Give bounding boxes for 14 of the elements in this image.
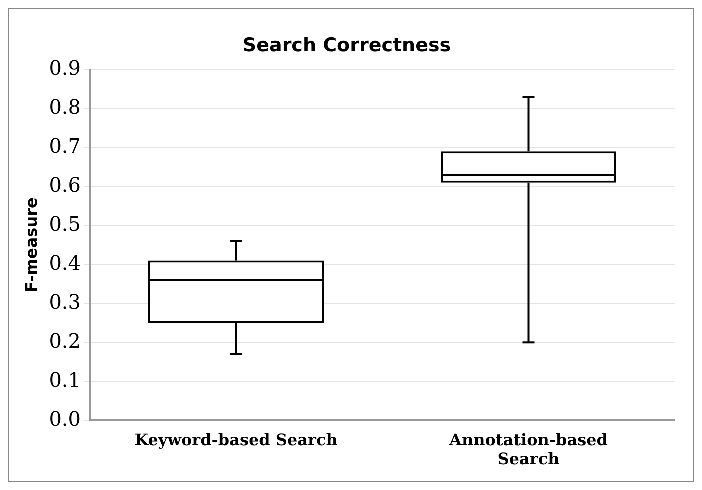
y-axis-title: F-measure	[22, 198, 41, 293]
y-tick-label: 0.4	[49, 250, 82, 275]
x-tick-label: Keyword-based Search	[134, 430, 338, 450]
y-tick-label: 0.8	[49, 94, 82, 119]
y-tick-label: 0.0	[49, 406, 82, 431]
chart-title: Search Correctness	[242, 34, 452, 56]
y-tick-label: 0.2	[49, 328, 82, 353]
y-tick-label: 0.7	[49, 134, 82, 158]
y-tick-label: 0.6	[49, 172, 82, 197]
y-tick-label: 0.3	[49, 290, 82, 314]
y-tick-label: 0.5	[49, 212, 82, 236]
y-tick-label: 0.1	[49, 368, 82, 392]
y-tick-label: 0.9	[49, 56, 82, 80]
x-tick-label: Annotation-based Search	[448, 430, 608, 469]
